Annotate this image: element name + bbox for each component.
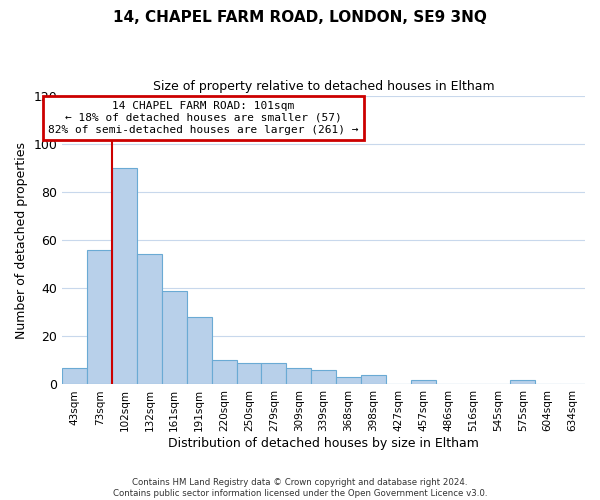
X-axis label: Distribution of detached houses by size in Eltham: Distribution of detached houses by size … [168,437,479,450]
Bar [112,168,137,384]
Bar [87,250,112,384]
Bar [511,380,535,384]
Text: 14 CHAPEL FARM ROAD: 101sqm
← 18% of detached houses are smaller (57)
82% of sem: 14 CHAPEL FARM ROAD: 101sqm ← 18% of det… [48,102,359,134]
Bar [286,368,311,384]
Title: Size of property relative to detached houses in Eltham: Size of property relative to detached ho… [153,80,494,93]
Bar [311,370,336,384]
Bar [212,360,236,384]
Bar [361,375,386,384]
Text: Contains HM Land Registry data © Crown copyright and database right 2024.
Contai: Contains HM Land Registry data © Crown c… [113,478,487,498]
Bar [162,290,187,384]
Bar [336,377,361,384]
Bar [411,380,436,384]
Bar [62,368,87,384]
Bar [187,317,212,384]
Y-axis label: Number of detached properties: Number of detached properties [15,142,28,338]
Bar [137,254,162,384]
Bar [236,363,262,384]
Text: 14, CHAPEL FARM ROAD, LONDON, SE9 3NQ: 14, CHAPEL FARM ROAD, LONDON, SE9 3NQ [113,10,487,25]
Bar [262,363,286,384]
